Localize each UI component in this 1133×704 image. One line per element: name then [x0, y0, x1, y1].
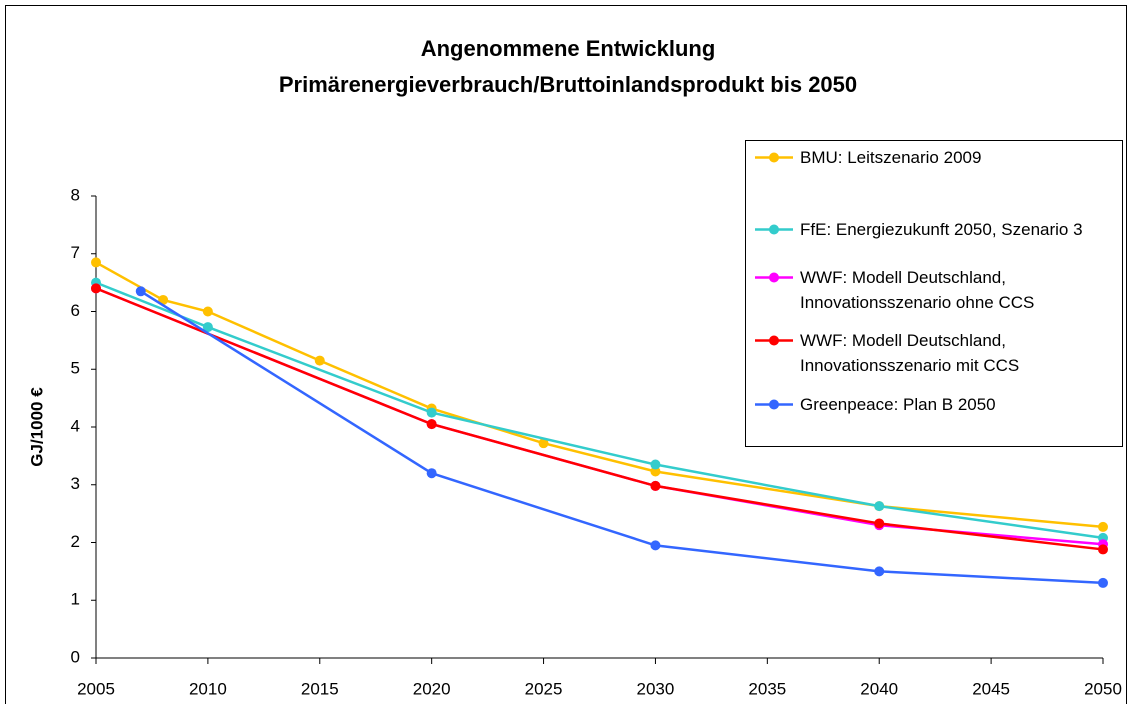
legend-marker — [769, 224, 779, 235]
data-point — [314, 355, 325, 366]
chart-title: Angenommene Entwicklung — [421, 36, 716, 61]
data-point — [1098, 521, 1108, 532]
legend-label: WWF: Modell Deutschland, Innovationsszen… — [800, 268, 1035, 312]
legend-marker — [769, 399, 779, 410]
y-tick-label: 8 — [71, 185, 80, 204]
legend-label: FfE: Energiezukunft 2050, Szenario 3 — [800, 220, 1083, 239]
y-tick-label: 2 — [71, 532, 80, 551]
data-point — [538, 438, 549, 449]
x-tick-label: 2035 — [748, 679, 786, 698]
x-tick-label: 2025 — [525, 679, 563, 698]
y-tick-label: 0 — [71, 647, 80, 666]
x-tick-label: 2005 — [77, 679, 115, 698]
data-point — [135, 286, 146, 297]
x-tick-label: 2050 — [1084, 679, 1122, 698]
data-point — [91, 283, 101, 294]
legend-label: BMU: Leitszenario 2009 — [800, 148, 982, 167]
x-tick-label: 2030 — [637, 679, 675, 698]
legend-box — [745, 140, 1123, 447]
data-point — [650, 480, 661, 491]
y-tick-label: 5 — [71, 359, 80, 378]
data-point — [874, 501, 885, 512]
y-tick-label: 1 — [71, 590, 80, 609]
data-point — [650, 466, 661, 477]
chart-title: Primärenergieverbrauch/Bruttoinlandsprod… — [279, 72, 857, 97]
y-tick-label: 4 — [71, 416, 80, 435]
data-point — [650, 540, 661, 551]
legend-label: Greenpeace: Plan B 2050 — [800, 395, 996, 414]
x-tick-label: 2020 — [413, 679, 451, 698]
x-tick-label: 2040 — [860, 679, 898, 698]
legend-marker — [769, 152, 779, 163]
y-tick-label: 6 — [71, 301, 80, 320]
y-tick-label: 3 — [71, 474, 80, 493]
y-axis-label: GJ/1000 € — [27, 387, 46, 467]
x-tick-label: 2015 — [301, 679, 339, 698]
data-point — [426, 407, 437, 418]
data-point — [874, 566, 885, 577]
data-point — [1098, 544, 1108, 555]
data-point — [91, 257, 101, 268]
legend-marker — [769, 335, 779, 346]
legend-marker — [769, 272, 779, 283]
data-point — [202, 306, 213, 317]
data-point — [874, 518, 885, 529]
data-point — [426, 419, 437, 430]
data-point — [426, 468, 437, 479]
series-line — [95, 281, 1104, 540]
y-tick-label: 7 — [71, 243, 80, 262]
data-point — [202, 322, 213, 333]
data-point — [650, 459, 661, 470]
x-tick-label: 2045 — [972, 679, 1010, 698]
data-point — [1098, 577, 1108, 588]
x-tick-label: 2010 — [189, 679, 227, 698]
legend-label: WWF: Modell Deutschland, Innovationsszen… — [800, 331, 1020, 375]
